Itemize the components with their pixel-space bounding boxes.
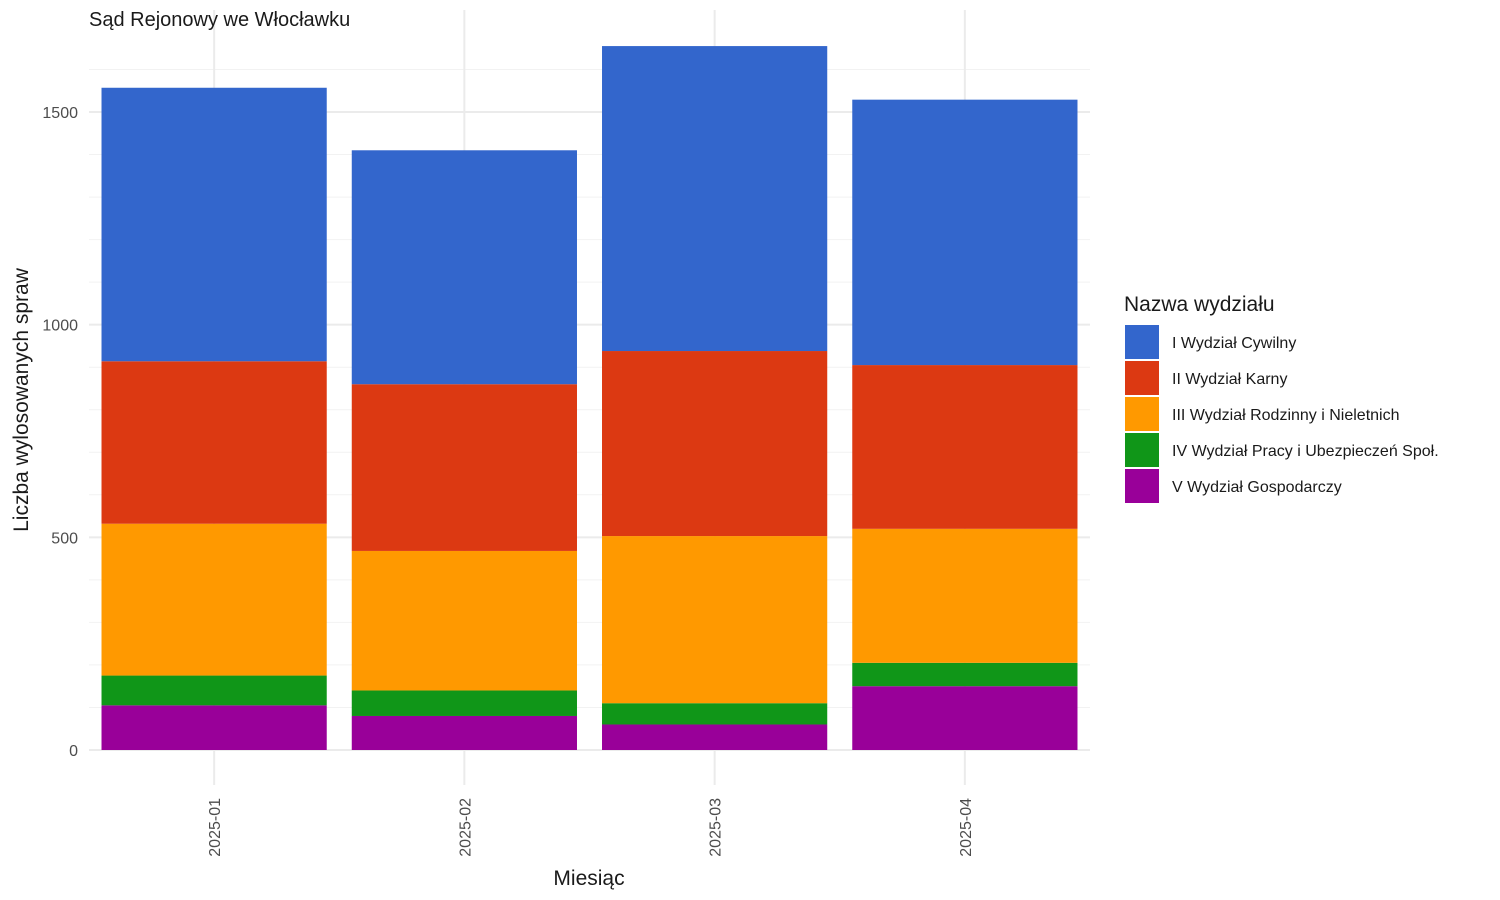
- legend-swatch: [1125, 433, 1159, 467]
- x-tick-label: 2025-04: [958, 798, 975, 857]
- legend-items: I Wydział Cywilny II Wydział Karny III Wyd…: [1125, 325, 1439, 503]
- axes-layer: 0 500 1000 1500 2025-01 2025-02 2025-03 2025-04: [42, 105, 974, 857]
- y-axis-title: Liczba wylosowanych spraw: [10, 267, 33, 532]
- bar-segment: [351, 384, 577, 551]
- bar-segment: [852, 662, 1078, 687]
- bar-segment: [602, 724, 828, 750]
- x-axis-title: Miesiąc: [553, 867, 624, 890]
- bar-segment: [852, 528, 1078, 663]
- bar-segment: [852, 686, 1078, 750]
- bar-segment: [351, 690, 577, 716]
- y-tick-label: 500: [51, 530, 78, 547]
- bar-segment: [101, 523, 327, 676]
- bar-segment: [602, 703, 828, 725]
- bar-segment: [101, 705, 327, 750]
- legend-label: IV Wydział Pracy i Ubezpieczeń Społ.: [1172, 443, 1439, 460]
- legend-swatch: [1125, 469, 1159, 503]
- y-tick-label: 1000: [42, 318, 78, 335]
- bar-segment: [602, 46, 828, 352]
- bar-segment: [101, 87, 327, 362]
- bar-segment: [852, 365, 1078, 529]
- legend-label: I Wydział Cywilny: [1172, 335, 1296, 352]
- x-tick-label: 2025-01: [207, 798, 224, 857]
- legend-label: III Wydział Rodzinny i Nieletnich: [1172, 407, 1400, 424]
- bar-segment: [101, 361, 327, 524]
- bar-segment: [852, 99, 1078, 366]
- chart-title: Sąd Rejonowy we Włocławku: [89, 9, 350, 31]
- x-tick-label: 2025-03: [708, 798, 725, 857]
- legend-title: Nazwa wydziału: [1124, 293, 1275, 316]
- bar-segment: [101, 675, 327, 706]
- legend-label: V Wydział Gospodarczy: [1172, 479, 1342, 496]
- legend-label: II Wydział Karny: [1172, 371, 1287, 388]
- bar-segment: [602, 351, 828, 537]
- x-tick-label: 2025-02: [457, 798, 474, 857]
- y-tick-label: 0: [69, 743, 78, 760]
- bar-segment: [602, 536, 828, 704]
- legend: Nazwa wydziału I Wydział Cywilny II Wydzi…: [1124, 293, 1439, 503]
- bar-segment: [351, 150, 577, 385]
- y-tick-label: 1500: [42, 105, 78, 122]
- legend-swatch: [1125, 361, 1159, 395]
- bars-layer: [101, 46, 1078, 750]
- bar-segment: [351, 715, 577, 750]
- bar-segment: [351, 550, 577, 691]
- legend-swatch: [1125, 325, 1159, 359]
- legend-swatch: [1125, 397, 1159, 431]
